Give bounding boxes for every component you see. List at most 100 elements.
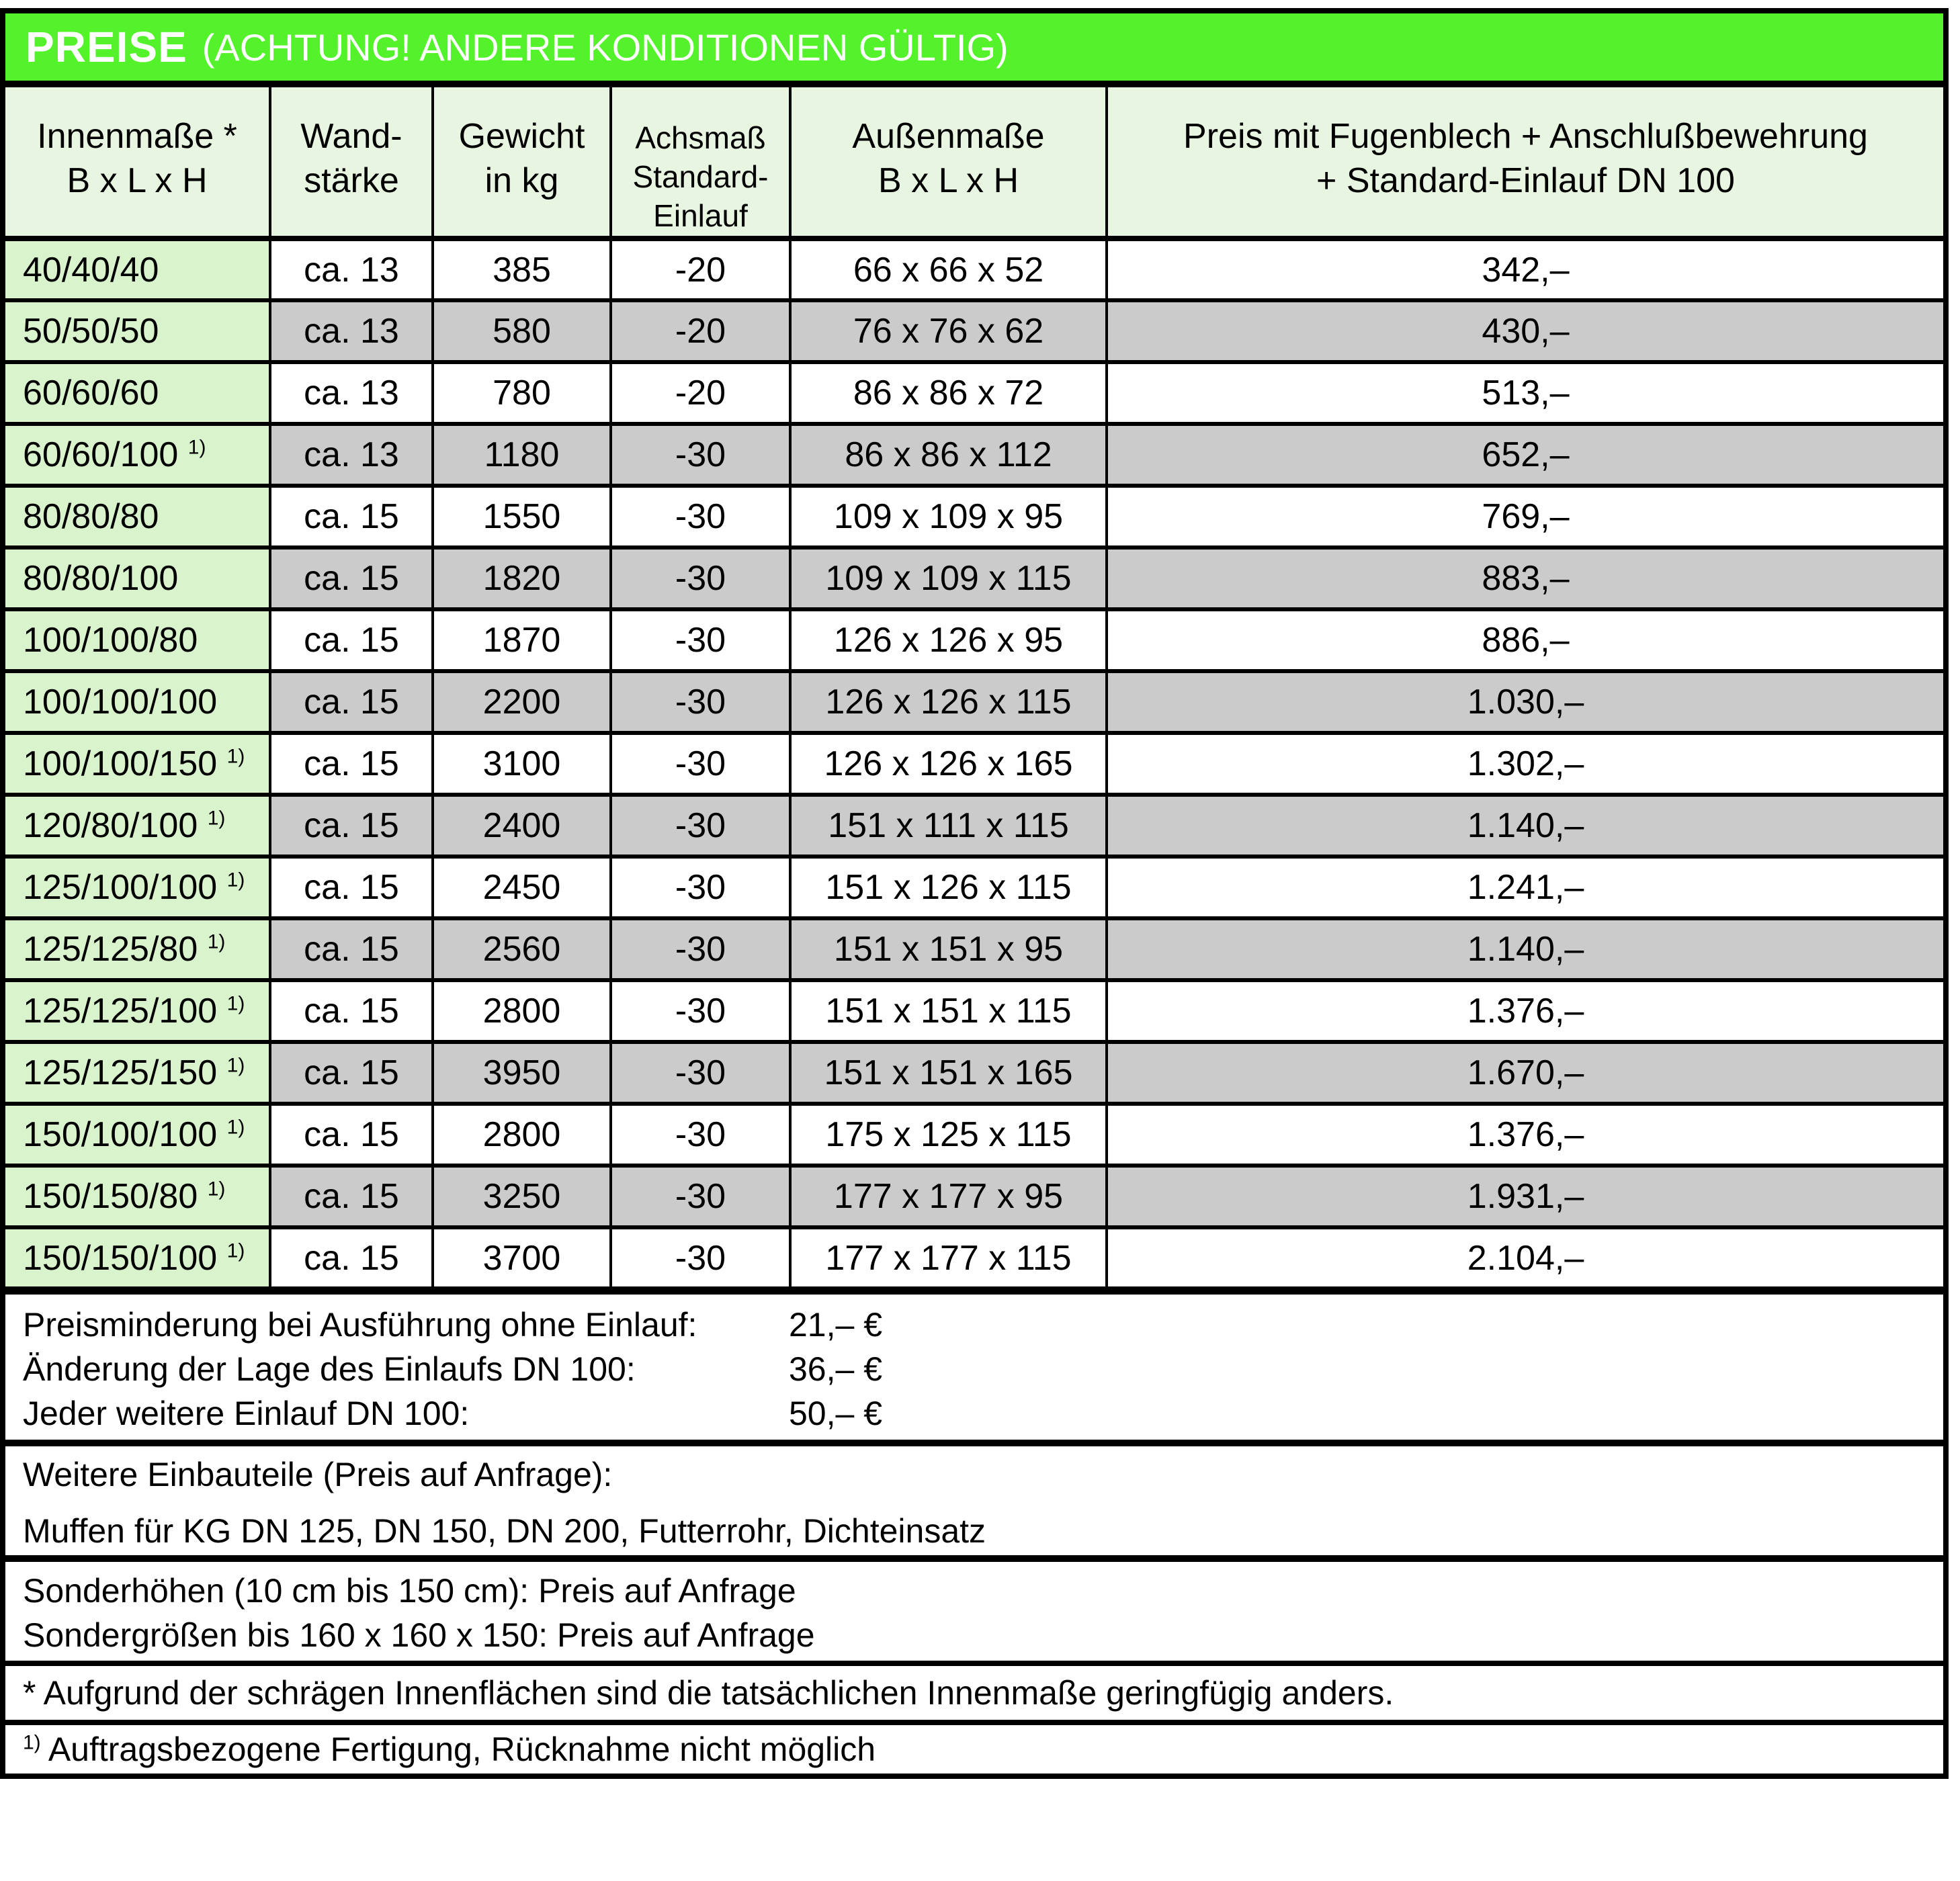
table-row: 120/80/100 1) ca. 15 2400 -30 151 x 111 x 11… [1,793,1947,859]
surcharge-label: Jeder weitere Einlauf DN 100: [23,1395,470,1432]
surcharge-row: Jeder weitere Einlauf DN 100: 50,– € [23,1391,1943,1436]
cell-gewicht: 2800 [431,978,612,1044]
cell-achsmass: -30 [609,731,792,797]
cell-gewicht: 3700 [431,1225,612,1291]
cell-wandstaerke: ca. 15 [269,607,434,673]
header-line: + Standard-Einlauf DN 100 [1316,161,1735,200]
cell-achsmass: -20 [609,236,792,302]
cell-aussenmasse: 126 x 126 x 115 [789,669,1108,735]
cell-preis: 342,– [1105,236,1947,302]
cell-innenmasse: 125/125/100 1) [1,978,271,1044]
cell-innenmasse: 50/50/50 [1,298,271,364]
header-line: B x L x H [67,161,208,200]
footnote-marker: 1) [207,1178,226,1200]
cell-aussenmasse: 151 x 126 x 115 [789,855,1108,920]
col-header-preis: Preis mit Fugenblech + Anschlußbewehrung… [1105,85,1947,241]
surcharge-label: Preisminderung bei Ausführung ohne Einla… [23,1306,697,1344]
cell-innenmasse: 80/80/100 [1,545,271,611]
table-row: 80/80/80 ca. 15 1550 -30 109 x 109 x 95 769,– [1,484,1947,550]
cell-aussenmasse: 151 x 151 x 165 [789,1040,1108,1106]
additional-parts-title: Weitere Einbauteile (Preis auf Anfrage): [23,1456,613,1493]
surcharge-value: 36,– € [789,1350,883,1388]
header-line: in kg [484,161,559,200]
footnote-1-body: Auftragsbezogene Fertigung, Rücknahme ni… [48,1731,876,1768]
cell-preis: 769,– [1105,484,1947,550]
page-title: PREISE [26,23,187,71]
cell-gewicht: 2800 [431,1102,612,1168]
cell-aussenmasse: 109 x 109 x 115 [789,545,1108,611]
surcharge-label: Änderung der Lage des Einlaufs DN 100: [23,1350,636,1388]
header-line: Standard- [632,159,769,194]
title-bar: PREISE (ACHTUNG! ANDERE KONDITIONEN GÜLT… [0,8,1949,85]
cell-preis: 883,– [1105,545,1947,611]
cell-aussenmasse: 175 x 125 x 115 [789,1102,1108,1168]
cell-achsmass: -30 [609,916,792,982]
header-line: Außenmaße [852,117,1045,156]
cell-achsmass: -30 [609,855,792,920]
additional-parts-list: Muffen für KG DN 125, DN 150, DN 200, Fu… [23,1512,986,1550]
table-row: 150/150/80 1) ca. 15 3250 -30 177 x 177 x 95… [1,1164,1947,1229]
cell-preis: 430,– [1105,298,1947,364]
cell-gewicht: 2560 [431,916,612,982]
header-line: Gewicht [458,117,585,156]
cell-aussenmasse: 109 x 109 x 95 [789,484,1108,550]
cell-wandstaerke: ca. 15 [269,1102,434,1168]
cell-gewicht: 3950 [431,1040,612,1106]
cell-achsmass: -30 [609,978,792,1044]
cell-preis: 2.104,– [1105,1225,1947,1291]
header-line: Innenmaße * [37,117,237,156]
price-table: Innenmaße * B x L x H Wand- stärke Gewic… [0,85,1949,1292]
cell-gewicht: 2450 [431,855,612,920]
footnote-marker: 1) [207,807,226,830]
cell-preis: 513,– [1105,360,1947,426]
cell-aussenmasse: 86 x 86 x 72 [789,360,1108,426]
cell-innenmasse: 120/80/100 1) [1,793,271,859]
table-row: 125/125/80 1) ca. 15 2560 -30 151 x 151 x 95… [1,916,1947,982]
cell-preis: 1.030,– [1105,669,1947,735]
cell-innenmasse: 125/125/150 1) [1,1040,271,1106]
cell-wandstaerke: ca. 15 [269,484,434,550]
header-line: stärke [304,161,399,200]
footnote-1-marker: 1) [23,1731,41,1754]
cell-innenmasse: 150/100/100 1) [1,1102,271,1168]
table-row: 125/125/100 1) ca. 15 2800 -30 151 x 151 x 1… [1,978,1947,1044]
cell-innenmasse: 100/100/150 1) [1,731,271,797]
cell-aussenmasse: 126 x 126 x 95 [789,607,1108,673]
cell-wandstaerke: ca. 13 [269,298,434,364]
header-line: Wand- [300,117,402,156]
table-row: 150/150/100 1) ca. 15 3700 -30 177 x 177 x 1… [1,1225,1947,1291]
cell-achsmass: -20 [609,298,792,364]
cell-gewicht: 580 [431,298,612,364]
footnote-marker: 1) [226,1116,245,1139]
surcharges-note: Preisminderung bei Ausführung ohne Einla… [0,1292,1949,1440]
cell-innenmasse: 100/100/100 [1,669,271,735]
cell-innenmasse: 125/100/100 1) [1,855,271,920]
cell-wandstaerke: ca. 13 [269,236,434,302]
special-sizes-note: Sonderhöhen (10 cm bis 150 cm): Preis au… [0,1555,1949,1661]
cell-wandstaerke: ca. 15 [269,669,434,735]
special-sizes-line: Sondergrößen bis 160 x 160 x 150: Preis … [23,1616,815,1654]
cell-preis: 1.241,– [1105,855,1947,920]
cell-aussenmasse: 151 x 151 x 95 [789,916,1108,982]
cell-gewicht: 780 [431,360,612,426]
header-line: Preis mit Fugenblech + Anschlußbewehrung [1183,117,1868,156]
cell-gewicht: 3100 [431,731,612,797]
cell-preis: 1.376,– [1105,1102,1947,1168]
table-row: 100/100/100 ca. 15 2200 -30 126 x 126 x 115 1… [1,669,1947,735]
col-header-innenmasse: Innenmaße * B x L x H [1,85,271,241]
cell-wandstaerke: ca. 15 [269,1164,434,1229]
cell-wandstaerke: ca. 15 [269,545,434,611]
cell-preis: 1.140,– [1105,793,1947,859]
cell-gewicht: 2400 [431,793,612,859]
cell-innenmasse: 150/150/100 1) [1,1225,271,1291]
star-footnote-text: * Aufgrund der schrägen Innenflächen sin… [23,1674,1394,1712]
cell-achsmass: -30 [609,607,792,673]
table-row: 100/100/150 1) ca. 15 3100 -30 126 x 126 x 1… [1,731,1947,797]
cell-aussenmasse: 151 x 111 x 115 [789,793,1108,859]
cell-aussenmasse: 151 x 151 x 115 [789,978,1108,1044]
cell-achsmass: -30 [609,484,792,550]
surcharge-row: Preisminderung bei Ausführung ohne Einla… [23,1303,1943,1347]
header-line: Einlauf [653,198,748,233]
cell-preis: 1.376,– [1105,978,1947,1044]
cell-wandstaerke: ca. 13 [269,422,434,488]
